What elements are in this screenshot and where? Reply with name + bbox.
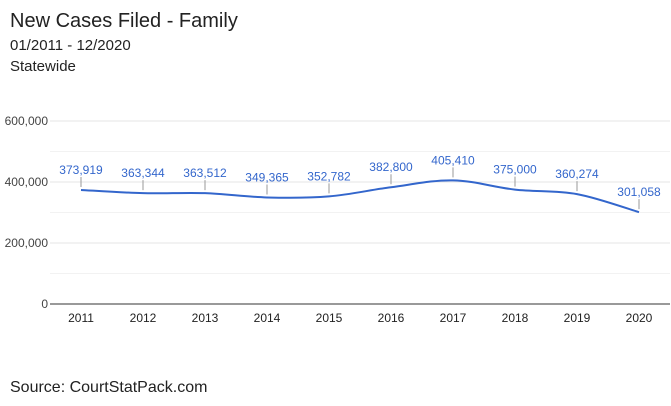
x-tick-label: 2014 bbox=[254, 311, 281, 325]
source-note: Source: CourtStatPack.com bbox=[10, 379, 208, 396]
data-label: 363,512 bbox=[183, 166, 227, 180]
y-tick-label: 0 bbox=[41, 297, 48, 311]
series-line bbox=[80, 179, 640, 214]
data-label: 349,365 bbox=[245, 170, 289, 184]
y-tick-label: 400,000 bbox=[5, 175, 49, 189]
x-tick-label: 2018 bbox=[502, 311, 529, 325]
x-tick-label: 2019 bbox=[564, 311, 591, 325]
data-label: 352,782 bbox=[307, 169, 351, 183]
x-tick-label: 2020 bbox=[626, 311, 653, 325]
data-labels: 373,919 363,344 363,512 349,365 352,782 382,8… bbox=[59, 153, 661, 210]
x-tick-label: 2013 bbox=[192, 311, 219, 325]
x-tick-label: 2016 bbox=[378, 311, 405, 325]
x-tick-label: 2012 bbox=[130, 311, 157, 325]
x-tick-label: 2011 bbox=[68, 311, 94, 325]
data-label: 363,344 bbox=[121, 166, 165, 180]
y-axis-ticks: 0 200,000 400,000 600,000 bbox=[5, 114, 49, 311]
grid-layer bbox=[50, 120, 670, 305]
x-axis-ticks: 2011 2012 2013 2014 2015 2016 2017 2018 2019 2020 bbox=[68, 311, 653, 325]
series-line-layer bbox=[80, 179, 640, 214]
chart-title: New Cases Filed - Family bbox=[10, 10, 238, 32]
x-tick-label: 2017 bbox=[440, 311, 467, 325]
y-tick-label: 200,000 bbox=[5, 236, 49, 250]
data-label: 405,410 bbox=[431, 153, 475, 167]
data-label: 373,919 bbox=[59, 163, 103, 177]
y-tick-label: 600,000 bbox=[5, 114, 49, 128]
data-label: 360,274 bbox=[555, 167, 599, 181]
chart-subtitle-date-range: 01/2011 - 12/2020 bbox=[10, 37, 131, 54]
data-label: 301,058 bbox=[617, 185, 661, 199]
chart-subtitle-region: Statewide bbox=[10, 58, 76, 75]
data-label: 375,000 bbox=[493, 163, 537, 177]
data-label: 382,800 bbox=[369, 160, 413, 174]
x-tick-label: 2015 bbox=[316, 311, 343, 325]
